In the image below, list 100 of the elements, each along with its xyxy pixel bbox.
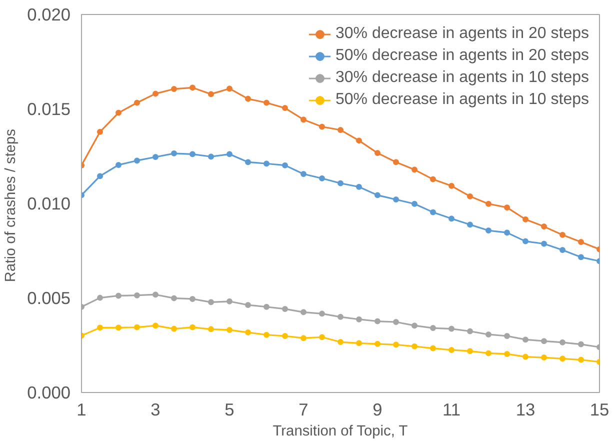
point <box>504 204 510 210</box>
point <box>560 247 566 253</box>
point <box>319 310 325 317</box>
point <box>430 345 436 352</box>
y-tick-label: 0.015 <box>27 99 71 119</box>
point <box>152 292 158 298</box>
point <box>467 348 473 354</box>
point <box>504 332 510 339</box>
point <box>264 332 270 338</box>
point <box>448 216 454 222</box>
point <box>338 180 344 186</box>
point <box>374 340 380 347</box>
point <box>264 160 270 167</box>
point <box>134 324 140 330</box>
point <box>282 162 288 168</box>
point <box>486 331 492 338</box>
point <box>560 356 566 362</box>
point <box>245 159 251 166</box>
point <box>152 90 158 97</box>
point <box>393 159 399 166</box>
legend-label: 50% decrease in agents in 20 steps <box>336 47 589 65</box>
y-tick-label: 0.000 <box>27 382 71 402</box>
point <box>467 193 473 200</box>
point <box>393 342 399 348</box>
y-tick-label: 0.010 <box>27 194 71 214</box>
point <box>486 228 492 234</box>
x-tick-label: 1 <box>76 400 86 420</box>
point <box>319 175 325 182</box>
point <box>467 222 473 228</box>
legend-label: 50% decrease in agents in 10 steps <box>336 91 589 109</box>
point <box>560 339 566 346</box>
point <box>116 162 122 168</box>
point <box>319 124 325 130</box>
point <box>560 232 566 238</box>
point <box>208 91 214 98</box>
point <box>522 354 528 360</box>
point <box>541 240 547 247</box>
legend-label: 30% decrease in agents in 20 steps <box>336 25 589 43</box>
point <box>171 326 177 332</box>
point <box>152 154 158 160</box>
point <box>448 346 454 353</box>
point <box>393 319 399 325</box>
point <box>356 316 362 322</box>
point <box>171 150 177 156</box>
point <box>134 158 140 164</box>
point <box>264 100 270 106</box>
x-axis-title: Transition of Topic, T <box>272 424 408 440</box>
point <box>504 350 510 357</box>
x-tick-label: 9 <box>372 400 382 420</box>
point <box>486 350 492 356</box>
point <box>190 151 196 158</box>
point <box>226 151 232 158</box>
point <box>338 339 344 346</box>
point <box>116 292 122 299</box>
point <box>541 338 547 344</box>
point <box>578 254 584 260</box>
x-tick-label: 7 <box>298 400 308 420</box>
point <box>374 318 380 324</box>
point <box>226 326 232 333</box>
point <box>282 332 288 339</box>
point <box>134 292 140 298</box>
point <box>522 216 528 222</box>
x-tick-label: 15 <box>590 400 610 420</box>
point <box>300 171 306 178</box>
point <box>190 84 196 91</box>
point <box>430 176 436 182</box>
y-tick-label: 0.005 <box>27 288 71 308</box>
point <box>245 96 251 102</box>
point <box>338 126 344 133</box>
point <box>412 322 418 329</box>
point <box>356 138 362 144</box>
point <box>116 324 122 331</box>
point <box>300 335 306 342</box>
point <box>226 86 232 92</box>
point <box>264 304 270 310</box>
point <box>97 294 103 301</box>
point <box>578 341 584 348</box>
point <box>134 100 140 106</box>
point <box>578 239 584 246</box>
point <box>467 328 473 334</box>
point <box>541 224 547 230</box>
point <box>208 299 214 306</box>
y-tick-label: 0.020 <box>27 4 71 24</box>
x-tick-label: 11 <box>442 400 461 420</box>
y-axis-title: Ratio of crashes / steps <box>3 128 20 282</box>
point <box>486 200 492 207</box>
point <box>190 324 196 330</box>
point <box>448 326 454 332</box>
point <box>300 116 306 123</box>
point <box>374 192 380 198</box>
point <box>208 326 214 332</box>
point <box>97 173 103 180</box>
point <box>393 196 399 203</box>
point <box>430 325 436 332</box>
point <box>171 86 177 92</box>
point <box>578 356 584 363</box>
point <box>300 309 306 316</box>
point <box>374 150 380 156</box>
point <box>97 128 103 135</box>
point <box>97 324 103 331</box>
